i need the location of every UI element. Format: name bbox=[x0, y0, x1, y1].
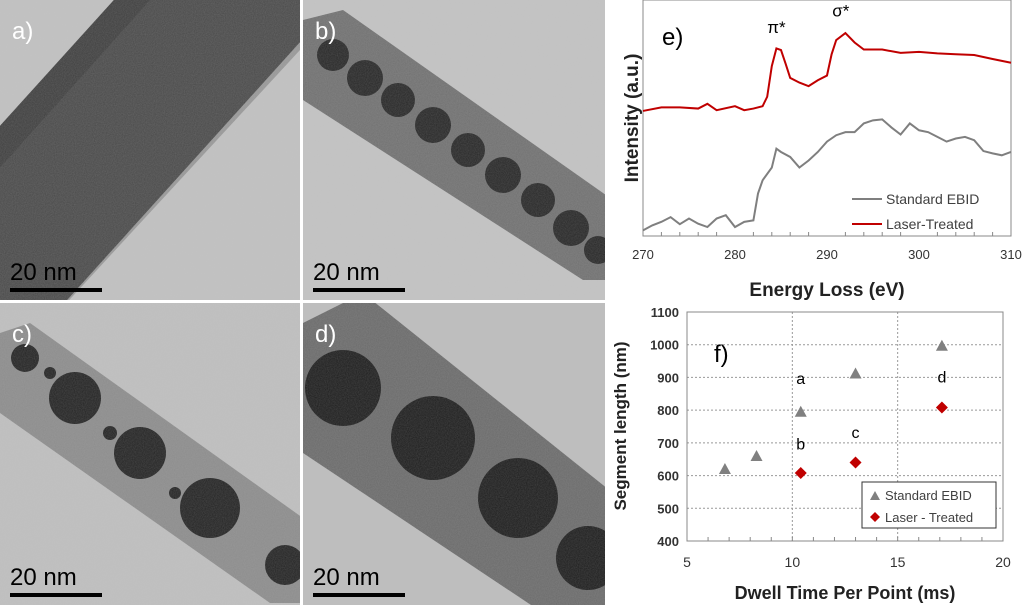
y-tick-label: 1000 bbox=[650, 338, 679, 353]
triangle-data-point bbox=[750, 449, 763, 461]
panel-label: e) bbox=[662, 24, 683, 51]
y-axis-label: Intensity (a.u.) bbox=[622, 54, 643, 183]
scale-bar-label: 20 nm bbox=[10, 259, 77, 286]
eels-spectrum-chart: 270 280 290 300 310 e) π* σ* Standard EBID La… bbox=[622, 0, 1022, 300]
y-tick-label: 700 bbox=[657, 436, 679, 451]
diamond-data-point bbox=[794, 466, 807, 479]
triangle-data-point bbox=[718, 463, 731, 475]
point-annotation: c bbox=[852, 425, 860, 442]
nanowire-image bbox=[0, 303, 300, 605]
legend-label: Standard EBID bbox=[885, 488, 972, 503]
y-tick-label: 800 bbox=[657, 403, 679, 418]
panel-label: b) bbox=[315, 18, 337, 45]
scale-bar: 20 nm bbox=[313, 259, 405, 292]
scale-bar-label: 20 nm bbox=[10, 564, 77, 591]
legend-label: Standard EBID bbox=[886, 191, 979, 207]
scale-bar: 20 nm bbox=[10, 259, 102, 292]
segment-length-chart: 5 10 15 20 400 500 600 700 800 900 1000 1100 f) a b c… bbox=[611, 305, 1011, 603]
panel-label: d) bbox=[315, 321, 337, 348]
x-tick-label: 270 bbox=[632, 247, 654, 262]
triangle-data-point bbox=[849, 367, 862, 379]
y-tick-label: 400 bbox=[657, 534, 679, 549]
panel-label: f) bbox=[714, 341, 729, 368]
point-annotation: d bbox=[937, 369, 946, 386]
scale-bar-label: 20 nm bbox=[313, 564, 380, 591]
x-tick-label: 310 bbox=[1000, 247, 1022, 262]
point-annotation: a bbox=[796, 371, 805, 388]
y-tick-label: 900 bbox=[657, 370, 679, 385]
legend: Standard EBID Laser - Treated bbox=[861, 481, 997, 529]
tem-image-d: d) 20 nm bbox=[303, 303, 605, 605]
diamond-data-point bbox=[935, 401, 948, 414]
x-tick-label: 20 bbox=[995, 554, 1011, 570]
tem-image-c: c) 20 nm bbox=[0, 303, 300, 605]
y-tick-label: 500 bbox=[657, 501, 679, 516]
triangle-data-point bbox=[794, 405, 807, 417]
legend-label: Laser-Treated bbox=[886, 216, 973, 232]
nanowire-image bbox=[303, 0, 605, 300]
y-tick-label: 600 bbox=[657, 469, 679, 484]
x-tick-label: 15 bbox=[890, 554, 906, 570]
point-annotation: b bbox=[796, 436, 805, 453]
x-tick-label: 280 bbox=[724, 247, 746, 262]
x-tick-label: 10 bbox=[785, 554, 801, 570]
tem-image-b: b) 20 nm bbox=[303, 0, 605, 300]
x-axis-label: Energy Loss (eV) bbox=[749, 280, 904, 300]
tem-image-a: a) 20 nm bbox=[0, 0, 300, 300]
y-axis-label: Segment length (nm) bbox=[611, 341, 630, 510]
peak-annotation: π* bbox=[767, 18, 786, 37]
nanowire-image bbox=[303, 303, 605, 605]
nanowire-image bbox=[0, 0, 300, 300]
legend: Standard EBID Laser-Treated bbox=[852, 191, 979, 232]
triangle-data-point bbox=[935, 339, 948, 351]
legend-label: Laser - Treated bbox=[885, 510, 973, 525]
x-tick-label: 5 bbox=[683, 554, 691, 570]
series-line bbox=[642, 118, 1012, 232]
plot-frame bbox=[686, 311, 1004, 542]
scale-bar: 20 nm bbox=[313, 564, 405, 597]
panel-label: a) bbox=[12, 18, 34, 45]
panel-label: c) bbox=[12, 321, 32, 348]
x-axis-label: Dwell Time Per Point (ms) bbox=[735, 583, 956, 603]
diamond-data-point bbox=[849, 456, 862, 469]
scale-bar-label: 20 nm bbox=[313, 259, 380, 286]
series-line bbox=[642, 31, 1012, 112]
plot-frame bbox=[642, 0, 1012, 237]
x-tick-label: 290 bbox=[816, 247, 838, 262]
peak-annotation: σ* bbox=[832, 2, 849, 21]
y-tick-label: 1100 bbox=[651, 305, 679, 320]
x-tick-label: 300 bbox=[908, 247, 930, 262]
scale-bar: 20 nm bbox=[10, 564, 102, 597]
